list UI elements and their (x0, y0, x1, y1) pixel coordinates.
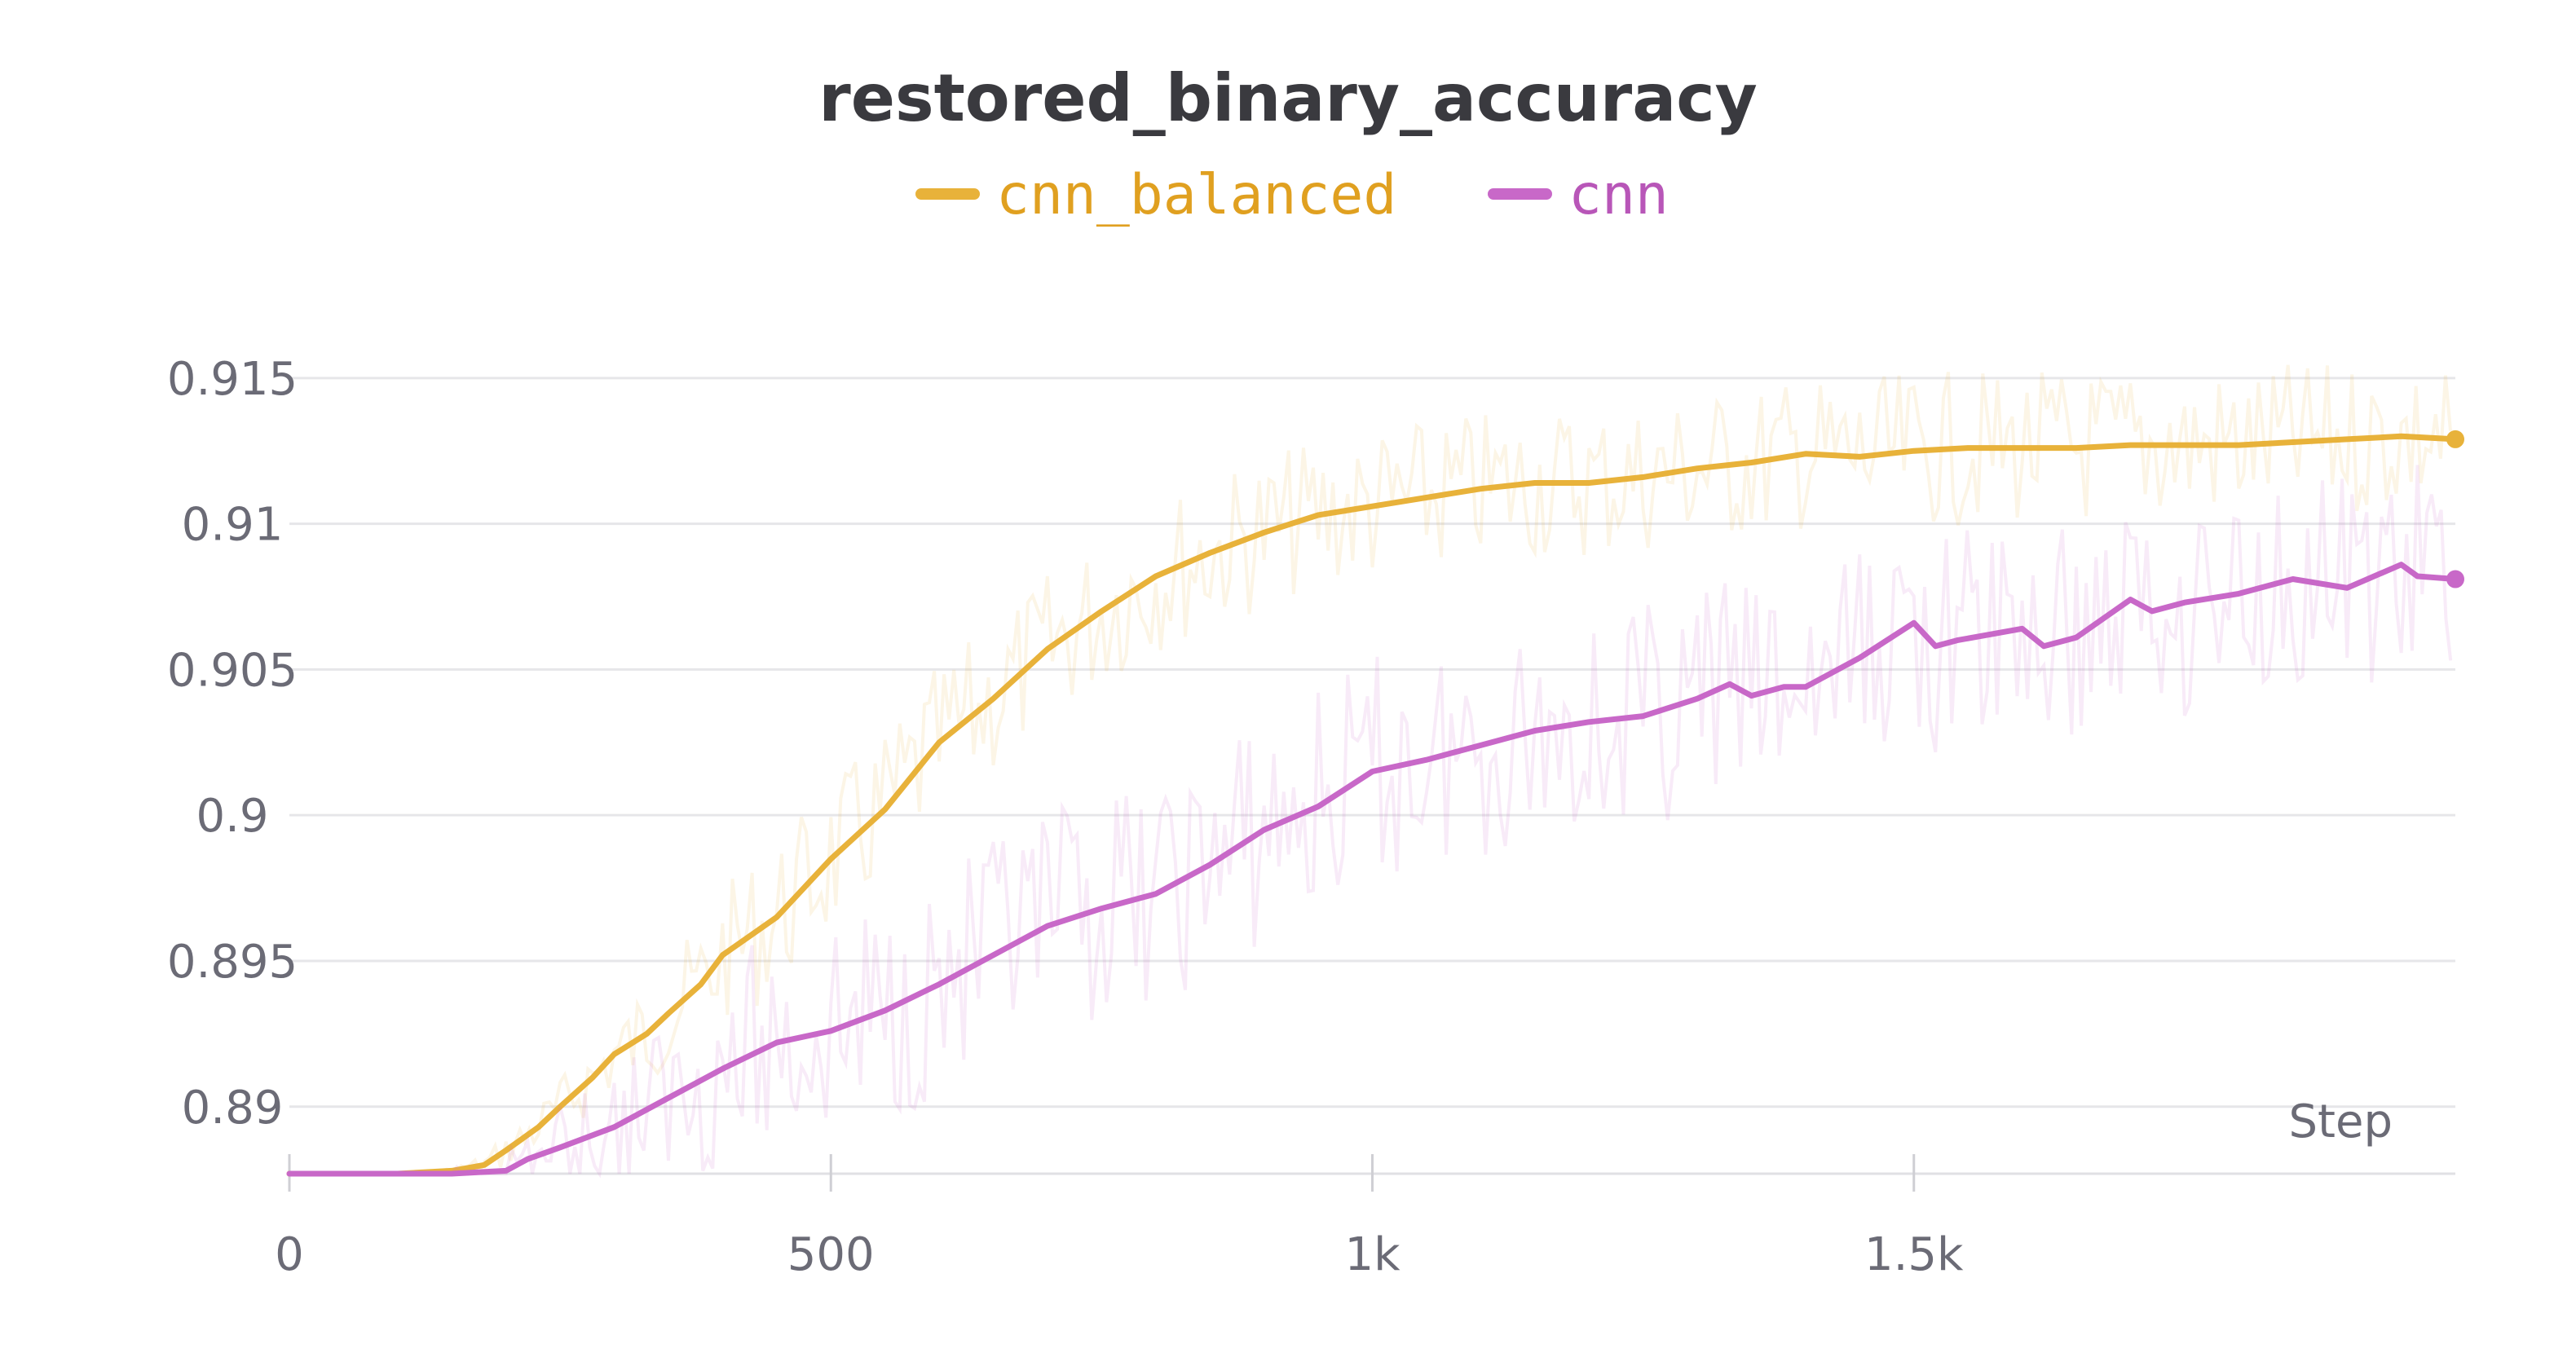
legend-item-cnn[interactable]: cnn (1488, 163, 1669, 227)
legend-label-cnn-balanced: cnn_balanced (996, 163, 1396, 227)
series-end-marker-cnn (2446, 570, 2464, 588)
legend-item-cnn-balanced[interactable]: cnn_balanced (915, 163, 1396, 227)
y-tick-label: 0.895 (167, 936, 298, 989)
x-tick-label: 0 (275, 1228, 304, 1281)
series-raw-cnn-balanced (289, 364, 2452, 1176)
series-raw-cnn (289, 465, 2453, 1179)
y-tick-label: 0.9 (196, 790, 268, 843)
legend[interactable]: cnn_balanced cnn (915, 163, 1669, 227)
x-tick-label: 1k (1344, 1228, 1400, 1281)
series-end-marker-cnn-balanced (2446, 430, 2464, 448)
y-axis-ticks: 0.89 0.895 0.9 0.905 0.91 0.915 (167, 353, 298, 1135)
x-axis-label: Step (2288, 1095, 2393, 1148)
x-tick-label: 1.5k (1864, 1228, 1964, 1281)
series-line-cnn (286, 562, 2459, 1177)
y-tick-label: 0.89 (182, 1082, 284, 1135)
series-line-cnn-balanced (286, 433, 2459, 1177)
x-axis-ticks: 0 500 1k 1.5k (275, 1154, 1964, 1281)
legend-label-cnn: cnn (1568, 163, 1669, 227)
y-tick-label: 0.905 (167, 644, 298, 697)
x-tick-label: 500 (787, 1228, 875, 1281)
y-tick-label: 0.91 (182, 499, 284, 552)
y-tick-label: 0.915 (167, 353, 298, 406)
chart-title: restored_binary_accuracy (818, 60, 1758, 136)
series-lines (286, 364, 2464, 1179)
